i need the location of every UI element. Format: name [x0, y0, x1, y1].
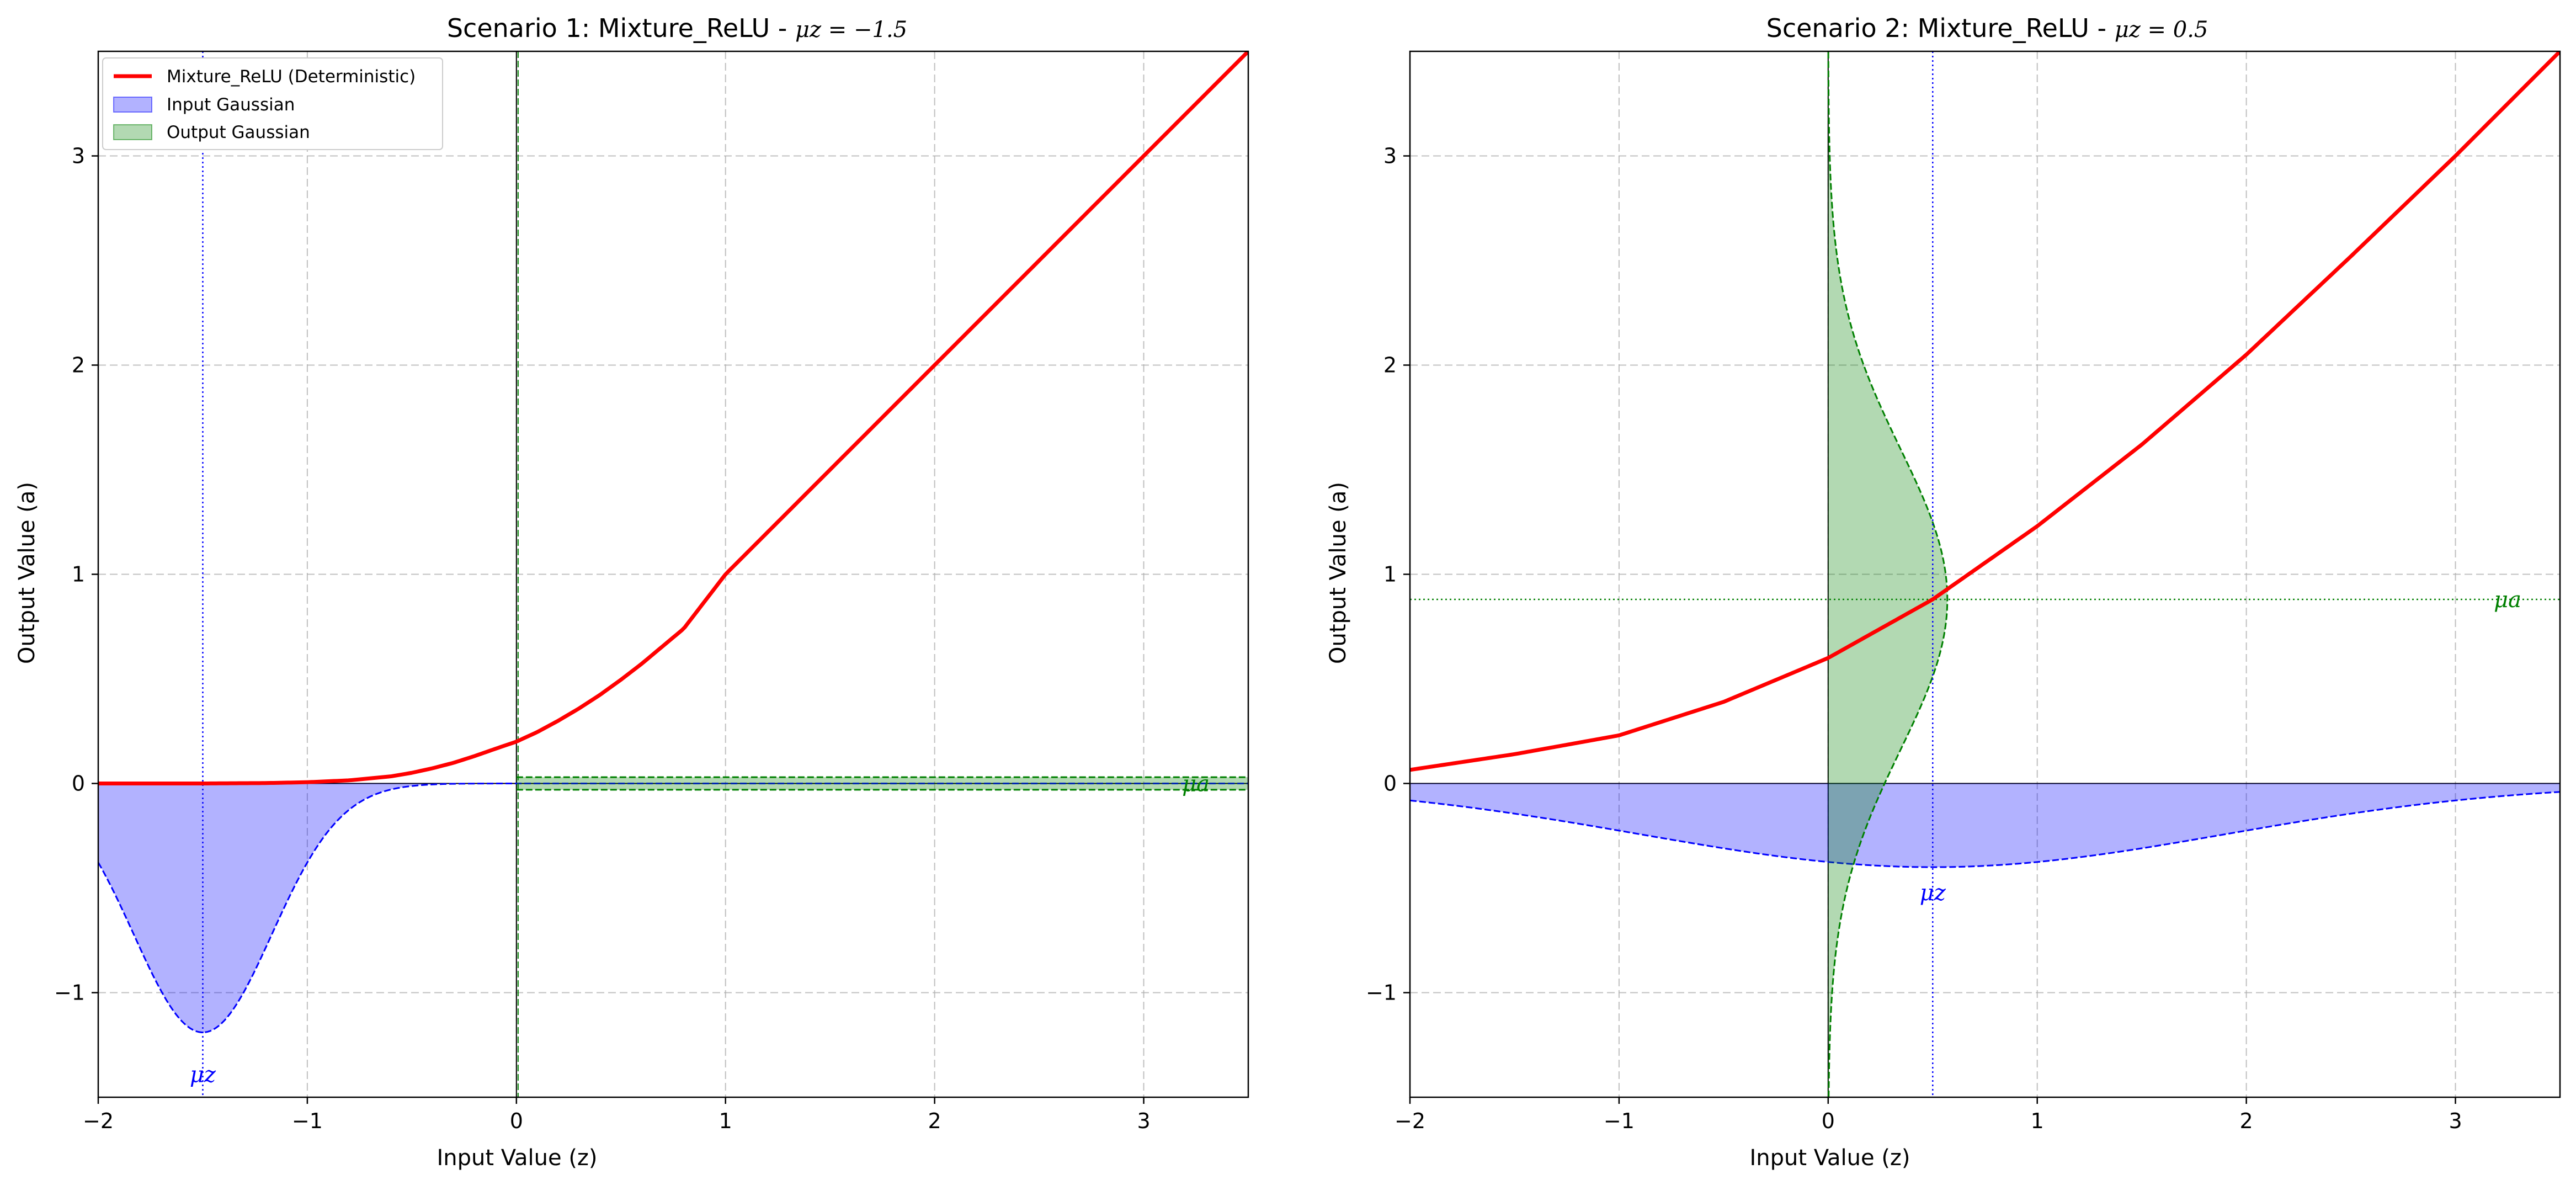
y-tick-label: −1 — [54, 981, 85, 1005]
plot-content — [1410, 51, 2560, 1097]
legend-label-output-gaussian: Output Gaussian — [167, 123, 310, 142]
input-gaussian-fill — [98, 783, 1248, 1033]
y-tick-label: 3 — [72, 144, 85, 168]
mu-z-label: μz — [190, 1062, 216, 1088]
x-tick-label: 2 — [2240, 1109, 2253, 1133]
x-tick-label: −2 — [83, 1109, 114, 1133]
y-tick-label: −1 — [1366, 981, 1397, 1005]
x-tick-label: −2 — [1395, 1109, 1425, 1133]
y-tick-label: 1 — [1383, 562, 1397, 587]
mu-a-label: μa — [1182, 772, 1210, 797]
mu-z-label: μz — [1920, 880, 1946, 906]
mu-a-label: μa — [2494, 587, 2521, 613]
scenario-1-x-axis-label: Input Value (z) — [437, 1145, 597, 1171]
input-gaussian-fill — [1410, 783, 2560, 868]
output-gaussian-fill — [516, 777, 1248, 790]
legend-label-relu: Mixture_ReLU (Deterministic) — [167, 67, 416, 87]
y-tick-label: 0 — [72, 772, 85, 796]
mixture-relu-curve — [1410, 51, 2560, 772]
scenario-2-y-axis-label: Output Value (a) — [1326, 482, 1351, 664]
x-tick-label: 1 — [719, 1109, 732, 1133]
y-tick-label: 0 — [1383, 772, 1397, 796]
x-tick-label: −1 — [1604, 1109, 1635, 1133]
scenario-1-y-axis-label: Output Value (a) — [14, 482, 40, 664]
output-gaussian-curve — [1827, 51, 1949, 1097]
scenario-1-panel: Scenario 1: Mixture_ReLU - μz = −1.5 Inp… — [14, 13, 1249, 1171]
plot-area: μz μa −2 −1 0 1 2 3 −1 0 1 2 3 — [1366, 50, 2561, 1133]
scenario-2-x-axis-label: Input Value (z) — [1749, 1145, 1910, 1171]
input-gaussian-curve — [98, 783, 1248, 1033]
legend-box — [102, 57, 443, 150]
y-tick-label: 3 — [1383, 144, 1397, 168]
y-tick-label: 2 — [72, 353, 85, 378]
plot-area: μz μa −2 −1 0 1 2 3 −1 0 1 2 3 — [54, 50, 1249, 1133]
legend-swatch-input-gaussian — [113, 97, 152, 113]
y-tick-label: 2 — [1383, 353, 1397, 378]
scenario-1-legend: Mixture_ReLU (Deterministic) Input Gauss… — [102, 57, 443, 150]
x-tick-label: 0 — [1822, 1109, 1835, 1133]
x-tick-label: −1 — [292, 1109, 323, 1133]
plot-content — [98, 51, 1248, 1097]
legend-swatch-output-gaussian — [113, 124, 152, 140]
scenario-2-title: Scenario 2: Mixture_ReLU - μz = 0.5 — [1766, 13, 2208, 43]
x-tick-label: 2 — [928, 1109, 941, 1133]
x-tick-label: 0 — [510, 1109, 523, 1133]
x-tick-label: 1 — [2031, 1109, 2044, 1133]
x-tick-label: 3 — [2449, 1109, 2462, 1133]
output-gaussian-fill — [1828, 51, 1947, 1097]
y-tick-label: 1 — [72, 562, 85, 587]
input-gaussian-curve — [1410, 791, 2560, 868]
scenario-2-panel: Scenario 2: Mixture_ReLU - μz = 0.5 Inpu… — [1326, 13, 2561, 1171]
legend-label-input-gaussian: Input Gaussian — [167, 95, 295, 115]
scenario-1-title: Scenario 1: Mixture_ReLU - μz = −1.5 — [447, 13, 907, 43]
x-tick-label: 3 — [1137, 1109, 1150, 1133]
mixture-relu-curve — [98, 51, 1248, 785]
